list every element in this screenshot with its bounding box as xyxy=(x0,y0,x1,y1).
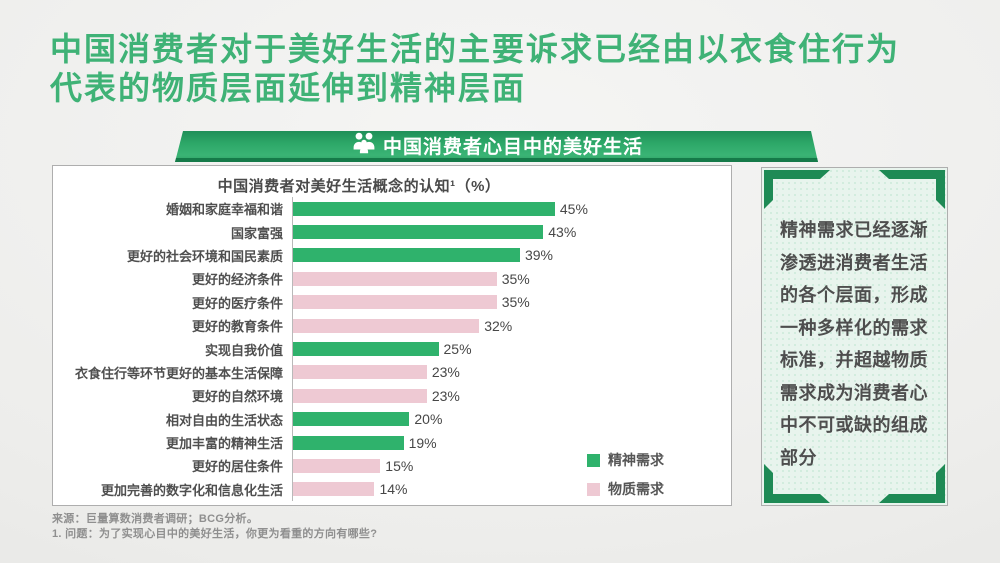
chart-row: 更加丰富的精神生活 19% xyxy=(53,430,725,455)
value-label: 35% xyxy=(501,294,530,311)
bar-area: 32% xyxy=(292,313,725,338)
bar xyxy=(293,458,381,473)
bar xyxy=(293,271,497,286)
bar-area: 43% xyxy=(292,220,725,244)
corner-bracket-top-left-icon xyxy=(764,170,830,209)
bar-area: 35% xyxy=(292,267,725,291)
bar-area: 20% xyxy=(292,407,725,431)
slide-title: 中国消费者对于美好生活的主要诉求已经由以衣食住行为 代表的物质层面延伸到精神层面 xyxy=(50,30,980,108)
category-label: 实现自我价值 xyxy=(204,342,283,358)
banner-bottom-strip xyxy=(175,158,818,162)
category-label: 国家富强 xyxy=(230,225,283,241)
bar xyxy=(293,295,497,310)
category-label: 更好的医疗条件 xyxy=(191,295,283,311)
chart-panel: 中国消费者对美好生活概念的认知¹（%） 婚姻和家庭幸福和谐 45% 国家富强 43% 更… xyxy=(52,165,732,506)
bar xyxy=(293,318,480,333)
corner-bracket-bottom-right-icon xyxy=(879,464,945,503)
bar-area: 15% xyxy=(292,454,725,478)
source-note: 来源：巨量算数消费者调研；BCG分析。 xyxy=(52,513,259,525)
value-label: 14% xyxy=(379,481,408,498)
category-label: 更好的教育条件 xyxy=(191,319,283,335)
value-label: 20% xyxy=(414,411,443,428)
chart-row: 更好的医疗条件 35% xyxy=(53,290,725,314)
corner-bracket-bottom-left-icon xyxy=(764,464,830,503)
chart-row: 更好的教育条件 32% xyxy=(53,313,725,338)
section-banner-label: 中国消费者心目中的美好生活 xyxy=(382,137,643,158)
chart-title: 中国消费者对美好生活概念的认知¹（%） xyxy=(217,178,501,195)
bar-area: 39% xyxy=(292,243,725,268)
category-label: 更加丰富的精神生活 xyxy=(165,436,283,452)
chart-row: 更好的社会环境和国民素质 39% xyxy=(53,243,725,268)
bar-area: 25% xyxy=(292,337,725,361)
chart-legend: 精神需求 物质需求 xyxy=(587,450,664,508)
chart-rows: 婚姻和家庭幸福和谐 45% 国家富强 43% 更好的社会环境和国民素质 39% 更好的经济条… xyxy=(53,197,725,502)
bar xyxy=(293,225,544,240)
slide-title-line1: 中国消费者对于美好生活的主要诉求已经由以衣食住行为 xyxy=(50,31,901,67)
bar xyxy=(293,388,427,403)
legend-item: 精神需求 xyxy=(587,450,664,470)
legend-swatch xyxy=(587,453,600,467)
category-label: 更好的自然环境 xyxy=(191,389,283,405)
footnotes: 来源：巨量算数消费者调研；BCG分析。 1. 问题：为了实现心目中的美好生活，你… xyxy=(52,512,377,541)
chart-row: 更好的经济条件 35% xyxy=(53,267,725,291)
bar xyxy=(293,482,375,497)
chart-row: 更加完善的数字化和信息化生活 14% xyxy=(53,477,725,502)
value-label: 15% xyxy=(385,457,414,474)
chart-row: 更好的居住条件 15% xyxy=(53,454,725,478)
legend-label: 物质需求 xyxy=(608,481,664,497)
annotation-box: 精神需求已经逐渐渗透进消费者生活的各个层面，形成一种多样化的需求标准，并超越物质… xyxy=(761,167,948,506)
category-label: 衣食住行等环节更好的基本生活保障 xyxy=(74,365,283,381)
category-label: 更好的经济条件 xyxy=(191,272,283,288)
bar-area: 23% xyxy=(292,360,725,385)
value-label: 45% xyxy=(559,200,588,217)
category-label: 更好的居住条件 xyxy=(191,459,283,475)
legend-swatch xyxy=(587,482,600,496)
chart-row: 实现自我价值 25% xyxy=(53,337,725,361)
chart-row: 更好的自然环境 23% xyxy=(53,384,725,408)
value-label: 23% xyxy=(431,364,460,381)
value-label: 43% xyxy=(548,224,577,241)
chart-row: 相对自由的生活状态 20% xyxy=(53,407,725,431)
bar-area: 45% xyxy=(292,197,725,221)
bar xyxy=(293,412,410,427)
category-label: 相对自由的生活状态 xyxy=(165,412,283,428)
value-label: 19% xyxy=(408,434,437,451)
chart-row: 婚姻和家庭幸福和谐 45% xyxy=(53,197,725,221)
bar-area: 23% xyxy=(292,384,725,408)
bar xyxy=(293,201,555,216)
bar-area: 35% xyxy=(292,290,725,314)
value-label: 25% xyxy=(443,341,472,358)
section-banner: 中国消费者心目中的美好生活 xyxy=(175,131,818,162)
category-label: 更加完善的数字化和信息化生活 xyxy=(100,482,283,498)
value-label: 23% xyxy=(431,387,460,404)
chart-row: 衣食住行等环节更好的基本生活保障 23% xyxy=(53,360,725,385)
value-label: 35% xyxy=(501,270,530,287)
category-label: 婚姻和家庭幸福和谐 xyxy=(165,202,283,218)
bar-area: 19% xyxy=(292,430,725,455)
corner-bracket-top-right-icon xyxy=(879,170,945,209)
legend-item: 物质需求 xyxy=(587,479,664,499)
question-note: 1. 问题：为了实现心目中的美好生活，你更为看重的方向有哪些? xyxy=(52,527,378,540)
annotation-text: 精神需求已经逐渐渗透进消费者生活的各个层面，形成一种多样化的需求标准，并超越物质… xyxy=(780,220,928,468)
bar-area: 14% xyxy=(292,477,725,502)
chart-row: 国家富强 43% xyxy=(53,220,725,244)
legend-label: 精神需求 xyxy=(608,452,664,468)
family-icon xyxy=(350,131,378,160)
bar xyxy=(293,365,427,380)
bar xyxy=(293,342,439,357)
value-label: 32% xyxy=(484,317,513,334)
bar xyxy=(293,248,520,263)
slide-title-line2: 代表的物质层面延伸到精神层面 xyxy=(50,70,527,106)
category-label: 更好的社会环境和国民素质 xyxy=(126,248,283,264)
bar xyxy=(293,435,404,450)
value-label: 39% xyxy=(524,247,553,264)
